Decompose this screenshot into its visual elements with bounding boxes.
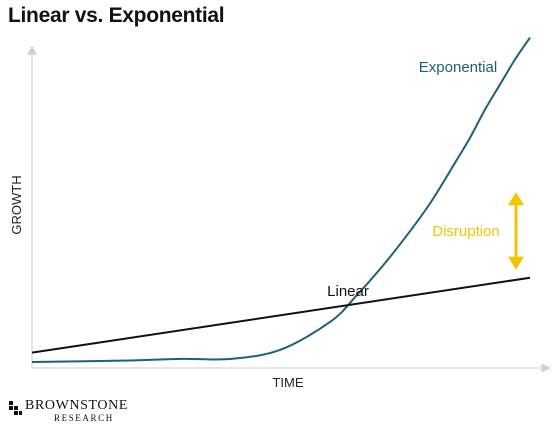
- series-label-linear: Linear: [327, 283, 369, 300]
- brand-subtitle: RESEARCH: [54, 413, 114, 423]
- brand-name: BROWNSTONE: [25, 398, 128, 413]
- series-label-exponential: Exponential: [419, 59, 497, 76]
- disruption-label: Disruption: [432, 223, 500, 240]
- brownstone-logo: BROWNSTONE RESEARCH: [8, 398, 158, 428]
- brownstone-mark-icon: [9, 401, 22, 415]
- annotation-layer: Disruption: [432, 192, 524, 270]
- x-axis-label: TIME: [272, 375, 303, 390]
- disruption-arrow-head-down: [508, 256, 524, 270]
- chart-title: Linear vs. Exponential: [8, 4, 225, 27]
- series-line-exponential: [31, 36, 531, 363]
- disruption-arrow-head-up: [508, 192, 524, 206]
- series-line-linear: [31, 276, 531, 354]
- y-axis-label: GROWTH: [9, 175, 24, 234]
- series-layer: Exponential Linear: [31, 36, 531, 363]
